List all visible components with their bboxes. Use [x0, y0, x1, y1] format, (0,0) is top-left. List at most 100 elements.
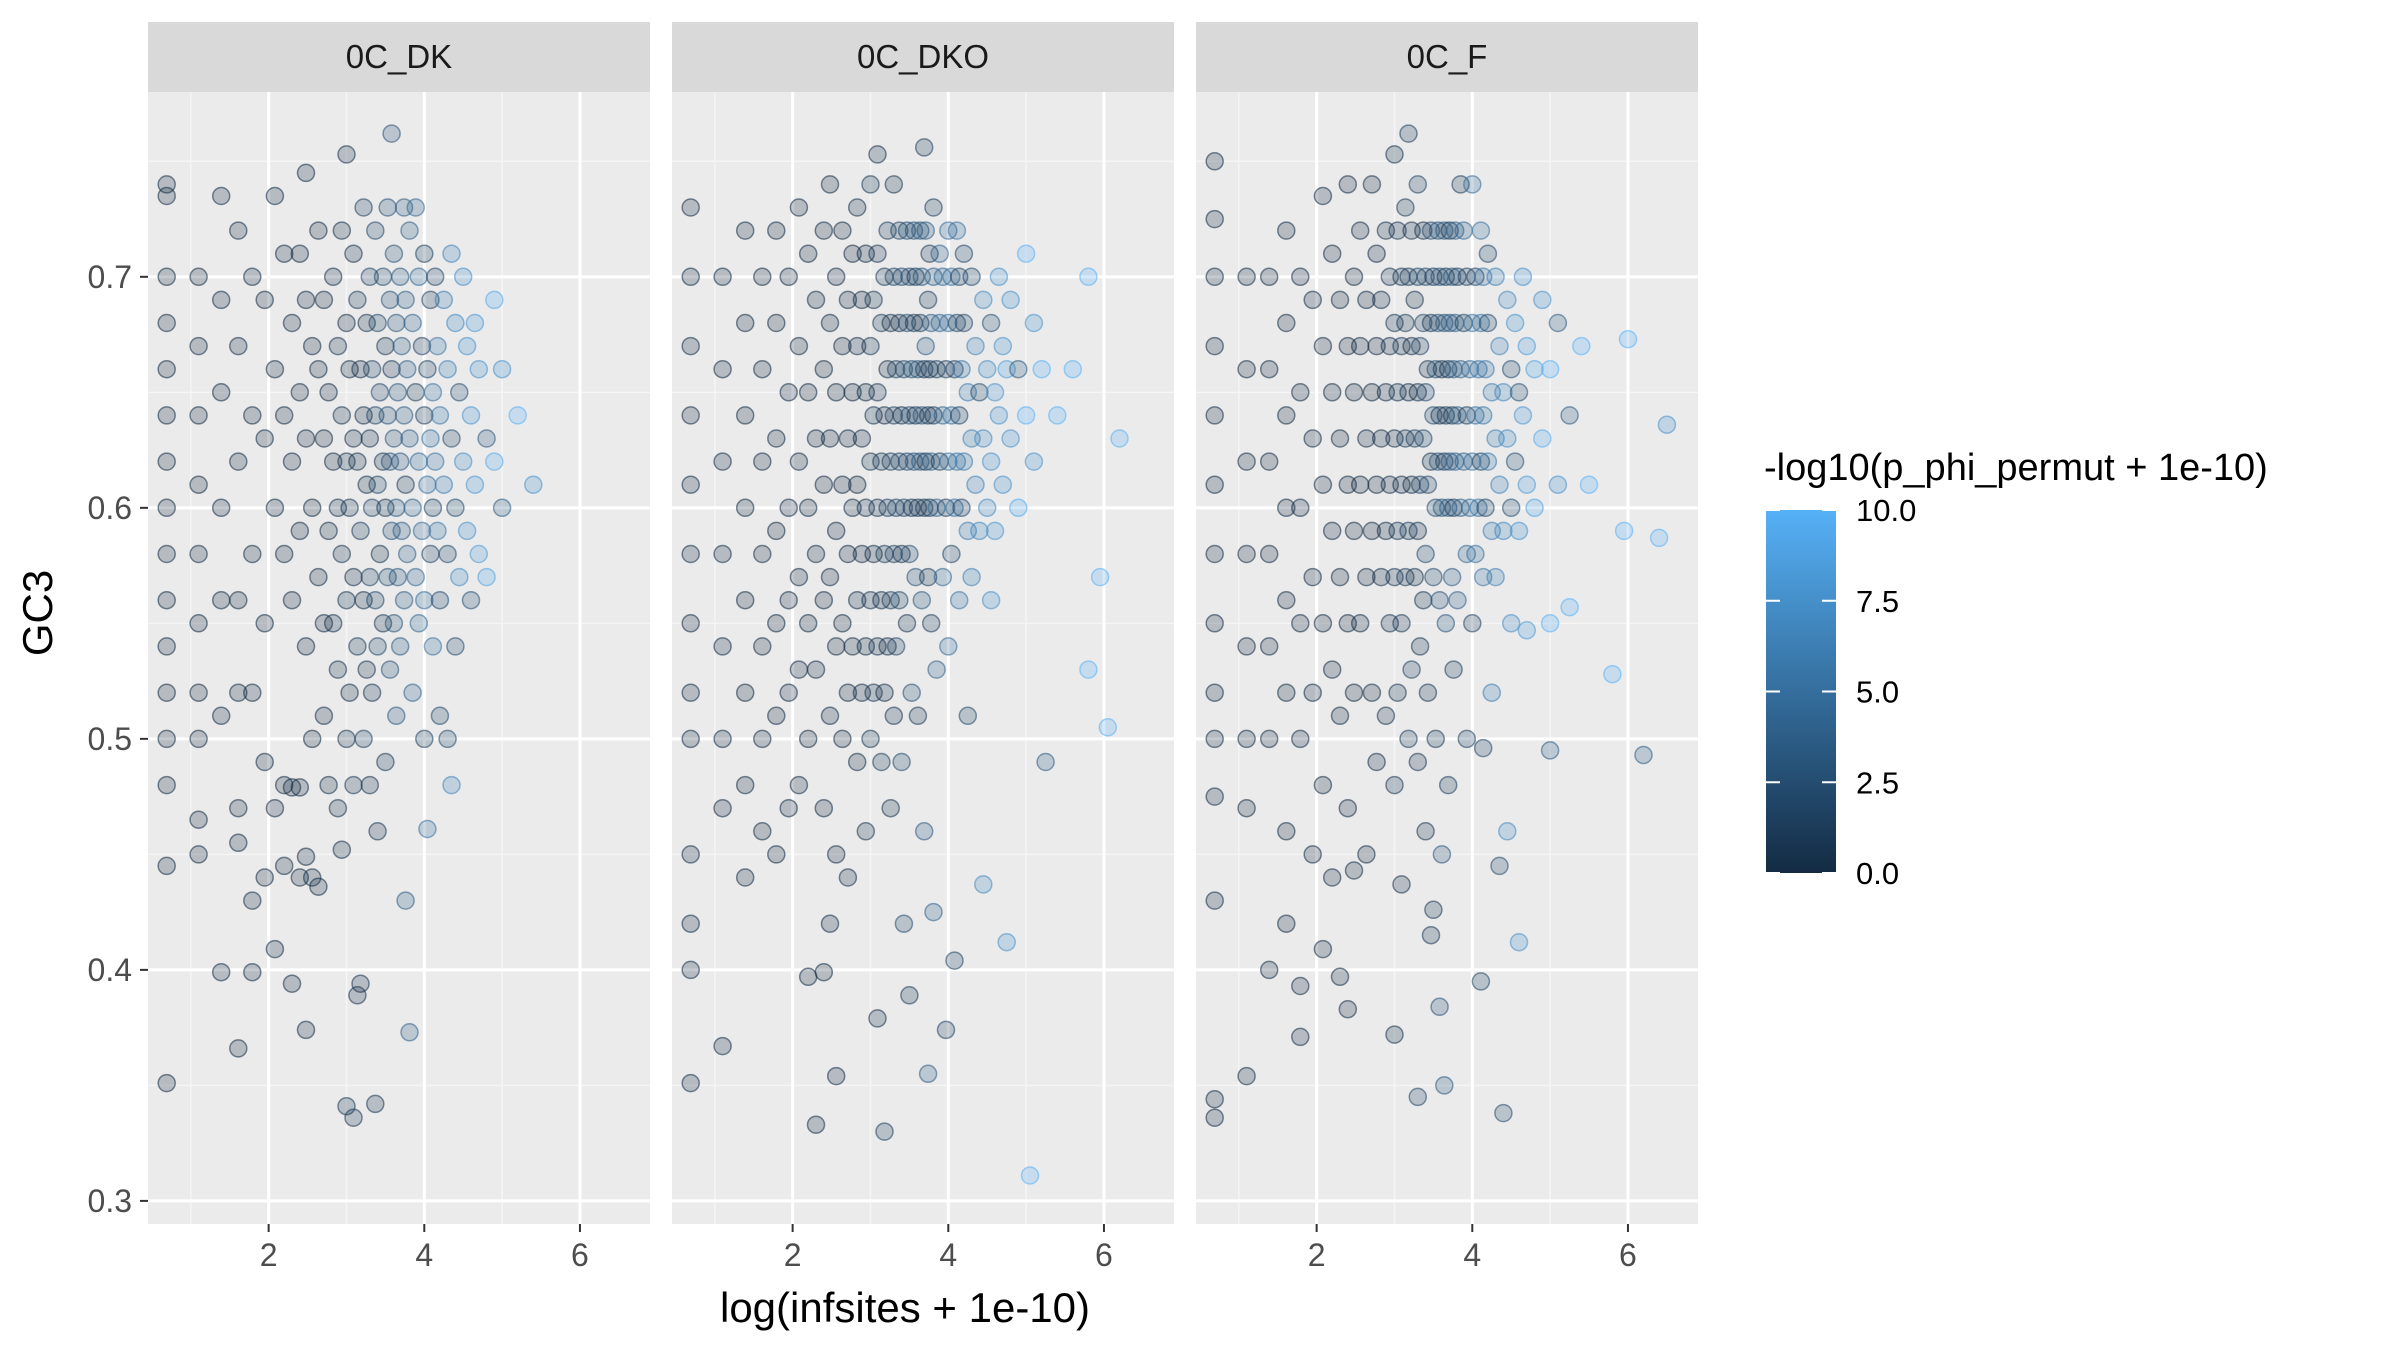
- scatter-point: [1205, 1089, 1224, 1109]
- scatter-point: [453, 267, 473, 287]
- scatter-point: [390, 267, 410, 287]
- scatter-point: [397, 544, 417, 564]
- scatter-point: [1416, 383, 1435, 402]
- scatter-point: [446, 498, 465, 518]
- scatter-point: [421, 429, 440, 448]
- scatter-point: [189, 267, 208, 287]
- x-tick-label: 4: [1463, 1237, 1481, 1273]
- scatter-point: [1430, 590, 1449, 610]
- scatter-point: [265, 186, 285, 206]
- scatter-point: [779, 267, 798, 287]
- color-legend: -log10(p_phi_permut + 1e-10) 0.0 2.5 5.0 7.…: [1764, 447, 2268, 891]
- scatter-point: [409, 452, 429, 471]
- scatter-point: [378, 406, 397, 425]
- scatter-point: [1498, 290, 1517, 310]
- scatter-point: [290, 244, 310, 263]
- scatter-point: [409, 267, 429, 287]
- scatter-point: [806, 429, 826, 448]
- scatter-point: [428, 336, 447, 356]
- scatter-point: [243, 683, 262, 702]
- scatter-point: [713, 267, 732, 287]
- scatter-point: [806, 1115, 826, 1134]
- scatter-point: [314, 290, 334, 310]
- scatter-point: [997, 932, 1016, 952]
- scatter-point: [1442, 267, 1462, 287]
- scatter-point: [681, 1073, 700, 1093]
- scatter-point: [332, 406, 352, 425]
- scatter-point: [735, 590, 755, 610]
- scatter-point: [362, 683, 382, 702]
- scatter-point: [1338, 999, 1358, 1019]
- scatter-point: [157, 406, 176, 425]
- scatter-point: [189, 683, 208, 702]
- scatter-point: [380, 290, 400, 310]
- scatter-point: [820, 706, 840, 726]
- facet-strip: [1196, 22, 1698, 92]
- scatter-point: [1525, 359, 1544, 379]
- scatter-point: [966, 336, 985, 356]
- scatter-point: [1410, 336, 1430, 356]
- scatter-point: [1362, 683, 1382, 702]
- scatter-point: [296, 429, 316, 448]
- scatter-point: [425, 267, 445, 287]
- scatter-point: [966, 475, 985, 494]
- scatter-point: [713, 729, 732, 749]
- scatter-point: [1291, 1027, 1310, 1047]
- scatter-point: [412, 336, 432, 356]
- scatter-point: [423, 637, 443, 656]
- scatter-point: [838, 544, 858, 564]
- scatter-point: [906, 567, 925, 587]
- scatter-point: [1525, 498, 1544, 518]
- scatter-point: [1237, 267, 1256, 287]
- scatter-point: [157, 1073, 176, 1093]
- scatter-point: [868, 1009, 887, 1028]
- scatter-point: [328, 798, 348, 818]
- scatter-point: [309, 567, 328, 587]
- scatter-point: [753, 729, 772, 749]
- scatter-point: [425, 452, 445, 471]
- scatter-point: [1473, 406, 1493, 425]
- scatter-point: [945, 359, 964, 379]
- scatter-point: [713, 798, 732, 818]
- scatter-point: [1501, 498, 1521, 518]
- scatter-point: [328, 336, 348, 356]
- scatter-point: [713, 452, 732, 471]
- scatter-point: [1533, 429, 1552, 448]
- scatter-point: [1313, 475, 1333, 494]
- scatter-point: [884, 175, 904, 194]
- scatter-point: [384, 429, 404, 448]
- scatter-point: [423, 498, 443, 518]
- scatter-point: [713, 359, 732, 379]
- scatter-point: [1259, 359, 1279, 379]
- scatter-point: [229, 590, 248, 610]
- scatter-point: [861, 175, 880, 194]
- scatter-point: [314, 429, 334, 448]
- scatter-point: [337, 313, 356, 333]
- scatter-point: [826, 267, 846, 287]
- scatter-point: [302, 868, 322, 887]
- scatter-point: [366, 1094, 385, 1114]
- scatter-point: [1205, 267, 1224, 287]
- scatter-point: [1414, 221, 1433, 240]
- scatter-point: [323, 267, 343, 287]
- scatter-point: [1517, 475, 1537, 494]
- scatter-point: [421, 290, 440, 310]
- scatter-point: [290, 778, 310, 797]
- scatter-point: [1367, 475, 1386, 494]
- scatter-point: [421, 544, 440, 564]
- scatter-point: [438, 359, 457, 379]
- scatter-point: [296, 847, 316, 866]
- scatter-point: [1614, 521, 1634, 541]
- scatter-point: [806, 290, 826, 310]
- scatter-point: [826, 383, 846, 402]
- scatter-point: [438, 544, 457, 564]
- scatter-point: [387, 313, 406, 333]
- scatter-point: [868, 498, 887, 518]
- scatter-point: [954, 313, 974, 333]
- scatter-point: [412, 521, 432, 541]
- scatter-point: [1408, 1087, 1428, 1107]
- scatter-point: [1205, 1108, 1224, 1127]
- scatter-point: [993, 336, 1013, 356]
- scatter-point: [211, 962, 231, 982]
- scatter-point: [789, 775, 809, 795]
